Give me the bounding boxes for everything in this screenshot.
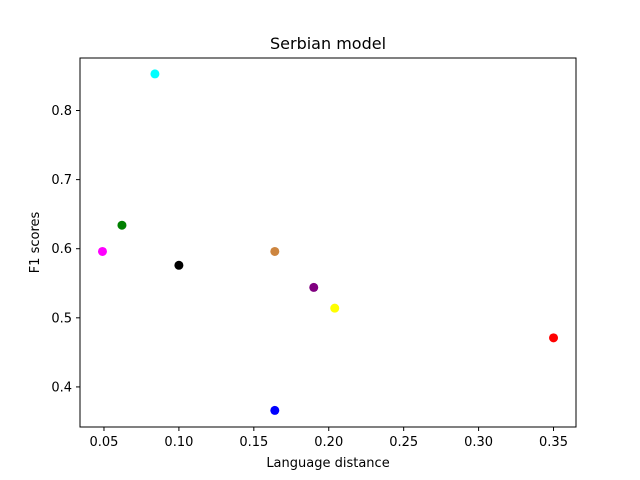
data-point: [549, 333, 559, 343]
data-point: [117, 220, 127, 230]
x-tick-label: 0.35: [539, 435, 568, 450]
chart-title: Serbian model: [270, 34, 386, 53]
x-axis: 0.05 0.10 0.15 0.20 0.25 0.30 0.35: [89, 427, 568, 450]
data-point: [270, 405, 280, 415]
y-tick-label: 0.5: [51, 311, 72, 326]
data-point: [309, 282, 319, 292]
x-tick-label: 0.15: [239, 435, 268, 450]
y-tick-label: 0.6: [51, 242, 72, 257]
y-axis: 0.4 0.5 0.6 0.7 0.8: [51, 104, 80, 395]
x-axis-label: Language distance: [266, 456, 389, 471]
x-tick-label: 0.30: [464, 435, 493, 450]
data-points: [97, 69, 559, 415]
data-point: [270, 246, 280, 256]
data-point: [174, 260, 184, 270]
y-tick-label: 0.8: [51, 104, 72, 119]
data-point: [330, 303, 340, 313]
y-tick-label: 0.7: [51, 173, 72, 188]
x-tick-label: 0.10: [164, 435, 193, 450]
x-tick-label: 0.20: [314, 435, 343, 450]
data-point: [150, 69, 160, 79]
plot-area: [79, 57, 577, 428]
data-point: [97, 246, 107, 256]
y-axis-label: F1 scores: [28, 211, 43, 273]
y-tick-label: 0.4: [51, 380, 72, 395]
x-tick-label: 0.05: [89, 435, 118, 450]
x-tick-label: 0.25: [389, 435, 418, 450]
